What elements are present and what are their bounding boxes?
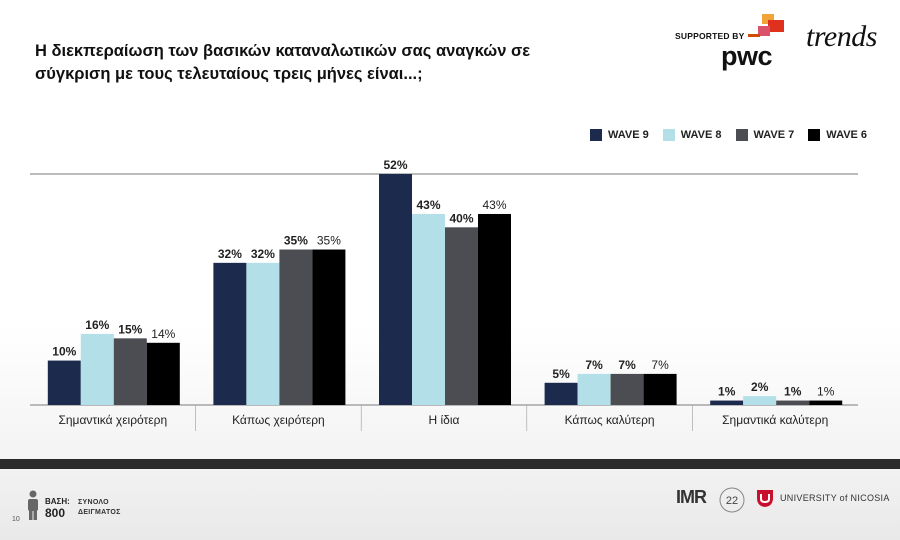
bar [279,249,313,405]
data-label: 7% [585,358,603,372]
imr-anniversary-badge: 22 [719,487,745,513]
bar [610,373,644,405]
bar [643,373,677,405]
bar [379,174,412,405]
bar [146,342,180,405]
sample-label: ΣΥΝΟΛΟ ΔΕΙΓΜΑΤΟΣ [78,499,121,516]
data-label: 1% [817,385,835,399]
category-label: Σημαντικά καλύτερη [722,413,828,427]
data-label: 7% [618,358,636,372]
imr-logo: IMR [676,487,707,507]
page-number: 10 [12,516,20,523]
legend-item-wave9: WAVE 9 [590,129,649,141]
supported-by-label: SUPPORTED BY [675,31,745,41]
base-label: ΒΑΣΗ: [45,497,70,506]
legend-label: WAVE 9 [608,129,649,141]
bar-chart: 10% 16% 15% 14% Σημαντικά χειρότερη 32% 32% 35%… [30,160,858,431]
data-label: 43% [416,198,440,212]
legend-label: WAVE 6 [826,129,868,141]
bar [312,249,346,405]
base-value: 800 [45,506,66,520]
bar [113,338,147,405]
bar [544,382,578,405]
bar [246,262,280,405]
legend-swatch [662,129,675,141]
data-label: 1% [718,385,736,399]
bar [80,333,114,405]
pwc-logo-mark [748,14,784,37]
data-label: 5% [552,367,570,381]
legend-item-wave6: WAVE 6 [808,129,867,141]
trends-logo: trends [806,20,877,53]
data-label: 1% [784,385,802,399]
legend-label: WAVE 7 [753,129,795,141]
data-label: 43% [482,198,506,212]
person-icon [28,490,38,520]
data-label: 32% [218,247,242,261]
data-label: 52% [383,160,407,172]
category-label: Σημαντικά χειρότερη [58,413,167,427]
data-label: 35% [317,234,341,248]
chart-legend: WAVE 9 WAVE 8 WAVE 7 WAVE 6 [590,129,867,141]
data-label: 14% [151,327,175,341]
imr-years: 22 [726,495,738,507]
data-label: 35% [284,234,308,248]
legend-swatch [735,129,748,141]
bar [743,396,777,405]
data-label: 15% [118,322,142,336]
data-label: 7% [651,358,669,372]
bar [710,400,744,405]
legend-label: WAVE 8 [680,129,722,141]
data-label: 2% [751,380,769,394]
bar [445,227,478,405]
data-label: 10% [52,345,76,359]
footer-divider [0,459,900,469]
bar [776,400,810,405]
category-label: Η ίδια [429,413,460,427]
data-label: 40% [449,211,473,225]
category-label: Κάπως καλύτερη [565,413,655,427]
bar [47,360,81,405]
legend-item-wave8: WAVE 8 [662,129,722,141]
data-label: 16% [85,318,109,332]
legend-item-wave7: WAVE 7 [735,129,795,141]
chart-title: Η διεκπεραίωση των βασικών καταναλωτικών… [35,42,531,83]
bar [412,213,445,405]
pwc-logo: pwc [721,41,773,71]
bar [809,400,843,405]
bar [577,373,611,405]
category-label: Κάπως χειρότερη [232,413,325,427]
university-name: UNIVERSITY of NICOSIA [780,493,890,503]
legend-swatch [808,129,821,141]
bar [478,213,511,405]
bar [213,262,247,405]
university-shield-icon [757,490,773,507]
legend-swatch [590,129,602,141]
data-label: 32% [251,247,275,261]
